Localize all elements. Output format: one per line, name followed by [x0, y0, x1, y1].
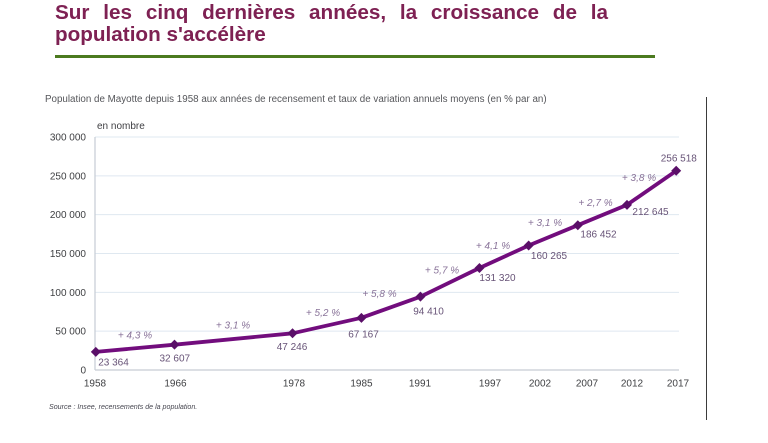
- title-underline: [55, 55, 655, 58]
- y-tick-label: 150 000: [50, 249, 87, 260]
- y-tick-label: 200 000: [50, 210, 87, 221]
- data-point-marker: [622, 199, 633, 210]
- growth-rate-label: + 3,8 %: [622, 173, 656, 184]
- x-tick-label: 1958: [84, 378, 107, 389]
- data-point-marker: [415, 291, 426, 302]
- page-title: Sur les cinq dernières années, la croiss…: [55, 1, 608, 46]
- data-point-marker: [572, 220, 583, 231]
- point-value-label: 160 265: [531, 251, 568, 262]
- data-point-marker: [169, 339, 180, 350]
- growth-rate-label: + 4,1 %: [476, 241, 510, 252]
- x-tick-label: 2017: [667, 378, 690, 389]
- y-tick-label: 250 000: [50, 171, 87, 182]
- population-line: [93, 168, 679, 354]
- x-tick-label: 2012: [621, 378, 644, 389]
- growth-rate-label: + 5,8 %: [362, 289, 396, 300]
- growth-rate-label: + 4,3 %: [118, 331, 152, 342]
- chart-title: Population de Mayotte depuis 1958 aux an…: [45, 94, 547, 105]
- x-tick-label: 1985: [350, 378, 373, 389]
- point-value-label: 256 518: [661, 154, 698, 165]
- right-separator-line: [705, 97, 708, 420]
- y-tick-label: 300 000: [50, 133, 87, 144]
- data-point-marker: [523, 240, 534, 251]
- source-note: Source : Insee, recensements de la popul…: [49, 403, 198, 411]
- y-axis-unit-label: en nombre: [97, 121, 145, 132]
- y-tick-label: 50 000: [55, 327, 86, 338]
- point-value-label: 94 410: [413, 307, 444, 318]
- y-tick-label: 0: [80, 366, 86, 377]
- growth-rate-label: + 5,2 %: [306, 308, 340, 319]
- data-point-marker: [287, 328, 298, 339]
- growth-rate-label: + 2,7 %: [578, 198, 612, 209]
- growth-rate-label: + 5,7 %: [425, 266, 459, 277]
- x-tick-label: 1978: [283, 378, 306, 389]
- data-point-marker: [671, 165, 682, 176]
- point-value-label: 131 320: [479, 273, 516, 284]
- data-point-marker: [90, 346, 101, 357]
- point-value-label: 23 364: [98, 358, 129, 369]
- x-tick-label: 1997: [479, 378, 502, 389]
- growth-rate-label: + 3,1 %: [528, 218, 562, 229]
- growth-rate-label: + 3,1 %: [216, 321, 250, 332]
- data-point-marker: [356, 312, 367, 323]
- y-tick-label: 100 000: [50, 288, 87, 299]
- point-value-label: 47 246: [277, 342, 308, 353]
- point-value-label: 212 645: [632, 207, 669, 218]
- x-tick-label: 1991: [409, 378, 432, 389]
- x-tick-label: 2007: [576, 378, 599, 389]
- point-value-label: 67 167: [348, 330, 379, 341]
- point-value-label: 186 452: [580, 230, 617, 241]
- x-tick-label: 2002: [529, 378, 552, 389]
- x-tick-label: 1966: [164, 378, 187, 389]
- data-point-marker: [474, 263, 485, 274]
- point-value-label: 32 607: [160, 354, 191, 365]
